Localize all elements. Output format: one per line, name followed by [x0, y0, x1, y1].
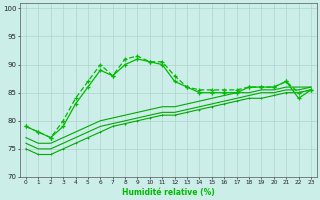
X-axis label: Humidité relative (%): Humidité relative (%)	[122, 188, 215, 197]
